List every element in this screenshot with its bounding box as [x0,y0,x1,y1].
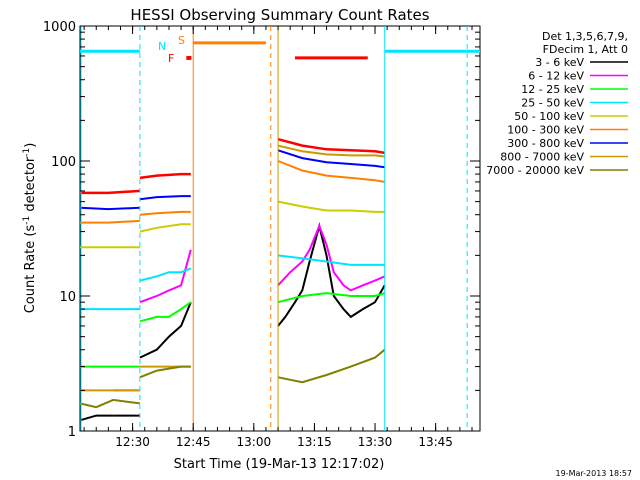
series-6-segment-1 [140,196,191,199]
legend-label-5: 100 - 300 keV [507,124,584,137]
flag-f: F [168,52,174,65]
series-5-segment-0 [80,221,140,223]
series-layer [80,139,385,420]
legend-label-3: 25 - 50 keV [521,97,584,110]
y-label-sup2: -1 [22,148,32,157]
x-tick-label-2: 13:00 [237,435,272,449]
y-axis-label: Count Rate (s-1 detector-1) [22,143,38,314]
series-0-segment-2 [140,302,191,357]
series-4-segment-1 [140,224,191,231]
series-6-segment-0 [80,208,140,209]
x-tick-label-0: 12:30 [115,435,150,449]
x-tick-label-4: 13:30 [358,435,393,449]
chart-title: HESSI Observing Summary Count Rates [130,6,429,24]
legend-label-6: 300 - 800 keV [507,137,584,150]
series-5-segment-1 [140,212,191,215]
x-tick-label-1: 12:45 [176,435,211,449]
legend: Det 1,3,5,6,7,9, FDecim 1, Att 0 3 - 6 k… [486,30,628,177]
count-rate-chart: HESSI Observing Summary Count Rates 12:3… [0,0,640,480]
vline-layer [81,26,467,431]
red-small-marker [186,56,191,60]
flag-n: N [158,40,166,53]
y-tick-label-3: 1000 [43,20,76,35]
y-label-end: ) [23,143,38,148]
series-red-segment-1 [140,174,191,178]
legend-label-4: 50 - 100 keV [514,110,584,123]
legend-label-0: 3 - 6 keV [535,56,584,69]
series-1-segment-1 [140,250,191,302]
x-axis-label: Start Time (19-Mar-13 12:17:02) [174,457,385,472]
y-label-mid: detector [23,156,38,216]
y-tick-label-1: 10 [59,290,76,305]
timestamp: 19-Mar-2013 18:57 [556,469,633,478]
legend-label-2: 12 - 25 keV [521,83,584,96]
series-4-segment-2 [278,202,385,212]
legend-header-1: Det 1,3,5,6,7,9, [542,30,628,43]
series-8-segment-1 [140,367,191,378]
legend-header-2: FDecim 1, Att 0 [543,43,628,56]
series-5-segment-2 [278,161,385,182]
series-2-segment-2 [278,293,385,302]
y-label-main: Count Rate (s [23,225,38,314]
y-tick-label-2: 100 [51,155,76,170]
series-0-segment-0 [80,416,113,421]
series-8-segment-0 [80,400,140,407]
flag-s: S [178,34,185,47]
legend-label-8: 7000 - 20000 keV [486,164,584,177]
x-tick-label-3: 13:15 [297,435,332,449]
legend-label-7: 800 - 7000 keV [500,151,584,164]
y-label-sup1: -1 [22,216,32,225]
x-tick-label-5: 13:45 [418,435,453,449]
series-red-segment-0 [80,191,140,193]
y-axis-ticks: 1 10 100 1000 [43,20,480,440]
series-8-segment-2 [278,350,385,383]
series-6-segment-2 [278,150,385,167]
series-0-segment-3 [278,226,385,326]
series-red-segment-2 [278,139,385,153]
y-tick-label-0: 1 [68,425,76,440]
legend-label-1: 6 - 12 keV [528,70,584,83]
